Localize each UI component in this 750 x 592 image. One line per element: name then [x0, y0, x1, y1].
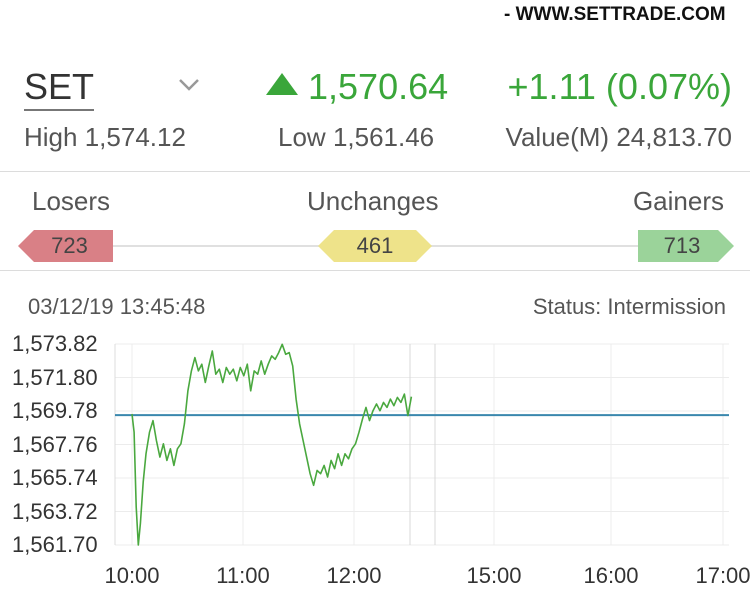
x-tick-label: 17:00 — [695, 563, 750, 588]
y-tick-label: 1,561.70 — [12, 532, 98, 557]
y-tick-label: 1,567.76 — [12, 431, 98, 457]
low-label: Low — [278, 122, 326, 152]
divider — [0, 171, 750, 172]
index-selector[interactable]: SET — [24, 66, 95, 111]
losers-label: Losers — [32, 186, 111, 216]
x-tick-label: 16:00 — [583, 563, 639, 588]
high-value: 1,574.12 — [84, 122, 186, 152]
divider — [0, 270, 750, 271]
index-price-value: 1,570.64 — [308, 66, 449, 107]
chevron-down-icon[interactable] — [178, 78, 200, 92]
price-series-line — [131, 343, 413, 546]
value-label: Value(M) — [505, 122, 610, 152]
y-tick-label: 1,571.80 — [12, 364, 98, 390]
source-watermark: - WWW.SETTRADE.COM — [504, 4, 726, 25]
y-tick-label: 1,573.82 — [12, 331, 98, 356]
high-stat: High 1,574.12 — [24, 122, 186, 153]
y-tick-label: 1,569.78 — [12, 398, 98, 423]
index-change: +1.11 (0.07%) — [507, 66, 732, 107]
x-tick-label: 12:00 — [326, 563, 382, 588]
value-amount: 24,813.70 — [616, 122, 732, 152]
low-value: 1,561.46 — [332, 122, 435, 152]
y-tick-label: 1,563.72 — [12, 498, 98, 524]
unchanges-label: Unchanges — [307, 186, 439, 216]
gainers-badge: 713 — [638, 230, 734, 262]
low-stat: Low 1,561.46 — [278, 122, 434, 153]
gainers-label: Gainers — [632, 186, 724, 216]
index-name: SET — [24, 66, 95, 111]
high-label: High — [24, 122, 78, 152]
x-tick-label: 10:00 — [104, 563, 160, 588]
x-tick-label: 15:00 — [466, 563, 522, 588]
losers-badge: 723 — [18, 230, 113, 262]
unchanges-badge: 461 — [318, 230, 432, 262]
value-stat: Value(M) 24,813.70 — [506, 122, 732, 153]
market-status: Status: Intermission — [532, 294, 726, 319]
x-tick-label: 11:00 — [216, 563, 270, 588]
index-price: 1,570.64 — [266, 66, 448, 108]
timestamp: 03/12/19 13:45:48 — [28, 294, 206, 319]
triangle-up-icon — [266, 73, 298, 95]
y-tick-label: 1,565.74 — [12, 465, 98, 490]
